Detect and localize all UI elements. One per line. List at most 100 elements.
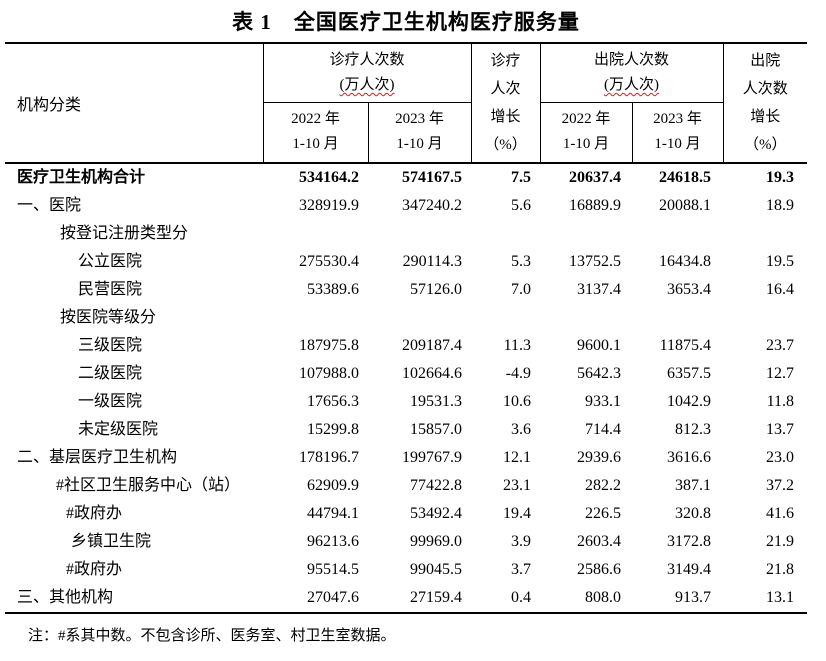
discharge-2022-line1: 2022 年 [561, 111, 611, 128]
table-row: 乡镇卫生院 96213.6 99969.0 3.9 2603.4 3172.8 21.9 [5, 528, 807, 556]
table-body: 医疗卫生机构合计 534164.2 574167.5 7.5 20637.4 24618.… [5, 163, 808, 614]
row-value: 13.7 [766, 421, 795, 438]
row-value [263, 304, 368, 332]
row-label: 未定级医院 [78, 421, 159, 438]
row-value: 3137.4 [577, 281, 622, 298]
row-value: 13752.5 [569, 253, 622, 270]
table-row: 三、其他机构 27047.6 27159.4 0.4 808.0 913.7 13.1 [5, 584, 808, 614]
row-value [263, 220, 368, 248]
row-value: 3172.8 [667, 533, 712, 550]
row-value: 57126.0 [410, 281, 463, 298]
column-header-discharge-2023: 2023 年 1-10 月 [632, 102, 724, 164]
table-row: 二级医院 107988.0 102664.6 -4.9 5642.3 6357.5 12.7 [5, 360, 807, 388]
row-value: 53492.4 [410, 505, 463, 522]
row-label: 民营医院 [78, 281, 143, 298]
row-value: 44794.1 [307, 505, 359, 522]
table-row: 一级医院 17656.3 19531.3 10.6 933.1 1042.9 11.8 [5, 388, 807, 416]
discharge-2023-line2: 1-10 月 [654, 136, 701, 153]
header-row-groups: 机构分类 诊疗人次数 (万人次) 诊疗 人次 增长 （%） 出院人次数 (万人次… [5, 43, 808, 164]
row-value: 18.9 [766, 197, 795, 214]
discharge-growth-line1: 出院 [750, 53, 781, 69]
table-header: 机构分类 诊疗人次数 (万人次) 诊疗 人次 增长 （%） 出院人次数 (万人次… [5, 43, 808, 164]
row-value: 16.4 [766, 281, 795, 298]
column-header-outpatient-group: 诊疗人次数 (万人次) [262, 43, 472, 103]
row-value: 2586.6 [577, 561, 622, 578]
table-row: 按医院等级分 [5, 304, 807, 332]
row-value: 913.7 [632, 584, 724, 614]
outpatient-2022-line2: 1-10 月 [292, 136, 339, 153]
row-label: 二、基层医疗卫生机构 [17, 449, 178, 466]
row-value: 347240.2 [402, 197, 463, 214]
row-value: 574167.5 [402, 169, 463, 186]
column-header-discharge-2022: 2022 年 1-10 月 [540, 102, 633, 164]
table-row: 民营医院 53389.6 57126.0 7.0 3137.4 3653.4 16.4 [5, 276, 807, 304]
table-row: 一、医院 328919.9 347240.2 5.6 16889.9 20088.1 18.… [5, 192, 807, 220]
row-value: 5.3 [511, 253, 532, 270]
discharge-growth-line3: 增长 [750, 109, 781, 125]
column-header-outpatient-2022: 2022 年 1-10 月 [263, 102, 369, 164]
row-value: 3653.4 [667, 281, 712, 298]
row-value: -4.9 [505, 365, 532, 382]
row-value: 3616.6 [667, 449, 712, 466]
row-value [632, 220, 723, 248]
row-value: 187975.8 [299, 337, 359, 354]
row-value: 2603.4 [577, 533, 622, 550]
row-value: 3.7 [511, 561, 532, 578]
row-value [471, 220, 540, 248]
row-value: 27047.6 [263, 584, 368, 614]
row-value: 320.8 [675, 505, 712, 522]
table-row: 按登记注册类型分 [5, 220, 807, 248]
discharge-growth-line4: （%） [744, 137, 787, 153]
discharge-group-line1: 出院人次数 [594, 51, 670, 68]
row-value: 19.3 [766, 169, 795, 186]
row-value: 12.1 [503, 449, 532, 466]
outpatient-growth-line2: 人次 [490, 81, 521, 97]
row-value: 11.3 [503, 337, 532, 354]
row-value [540, 220, 632, 248]
row-value: 328919.9 [299, 197, 359, 214]
row-value: 3.9 [511, 533, 532, 550]
row-value [540, 304, 632, 332]
row-value: 9600.1 [577, 337, 622, 354]
row-label: 三级医院 [78, 337, 143, 354]
row-value: 62909.9 [307, 477, 359, 494]
row-value: 3.6 [511, 421, 532, 438]
row-value: 37.2 [766, 477, 795, 494]
table-row: #社区卫生服务中心（站） 62909.9 77422.8 23.1 282.2 387.1… [5, 472, 807, 500]
row-value: 99045.5 [410, 561, 463, 578]
row-value: 24618.5 [659, 169, 712, 186]
row-value [368, 220, 471, 248]
row-value: 13.1 [723, 584, 808, 614]
row-value: 20637.4 [569, 169, 622, 186]
row-value: 933.1 [585, 393, 622, 410]
outpatient-2023-line1: 2023 年 [395, 111, 444, 128]
row-label: 一、医院 [17, 197, 82, 214]
row-value: 7.0 [511, 281, 532, 298]
row-value: 226.5 [585, 505, 622, 522]
row-value: 96213.6 [307, 533, 359, 550]
row-value: 5.6 [511, 197, 532, 214]
row-value: 10.6 [503, 393, 532, 410]
row-value: 1042.9 [667, 393, 712, 410]
row-value: 27159.4 [368, 584, 472, 614]
row-value: 41.6 [766, 505, 795, 522]
row-value: 23.7 [766, 337, 795, 354]
outpatient-growth-line3: 增长 [490, 109, 521, 125]
discharge-2023-line1: 2023 年 [653, 111, 702, 128]
row-value: 23.1 [503, 477, 532, 494]
row-value: 21.9 [766, 533, 795, 550]
row-value: 107988.0 [299, 365, 359, 382]
row-value: 282.2 [585, 477, 622, 494]
row-value: 714.4 [585, 421, 622, 438]
row-value: 209187.4 [402, 337, 463, 354]
table-title: 表 1 全国医疗卫生机构医疗服务量 [232, 10, 580, 34]
row-value: 6357.5 [667, 365, 712, 382]
row-value: 290114.3 [402, 253, 463, 270]
row-value: 11.8 [766, 393, 795, 410]
outpatient-group-line1: 诊疗人次数 [329, 51, 405, 68]
row-value: 812.3 [675, 421, 712, 438]
outpatient-growth-line4: （%） [484, 137, 527, 153]
row-value: 16434.8 [659, 253, 712, 270]
row-value: 21.8 [766, 561, 795, 578]
